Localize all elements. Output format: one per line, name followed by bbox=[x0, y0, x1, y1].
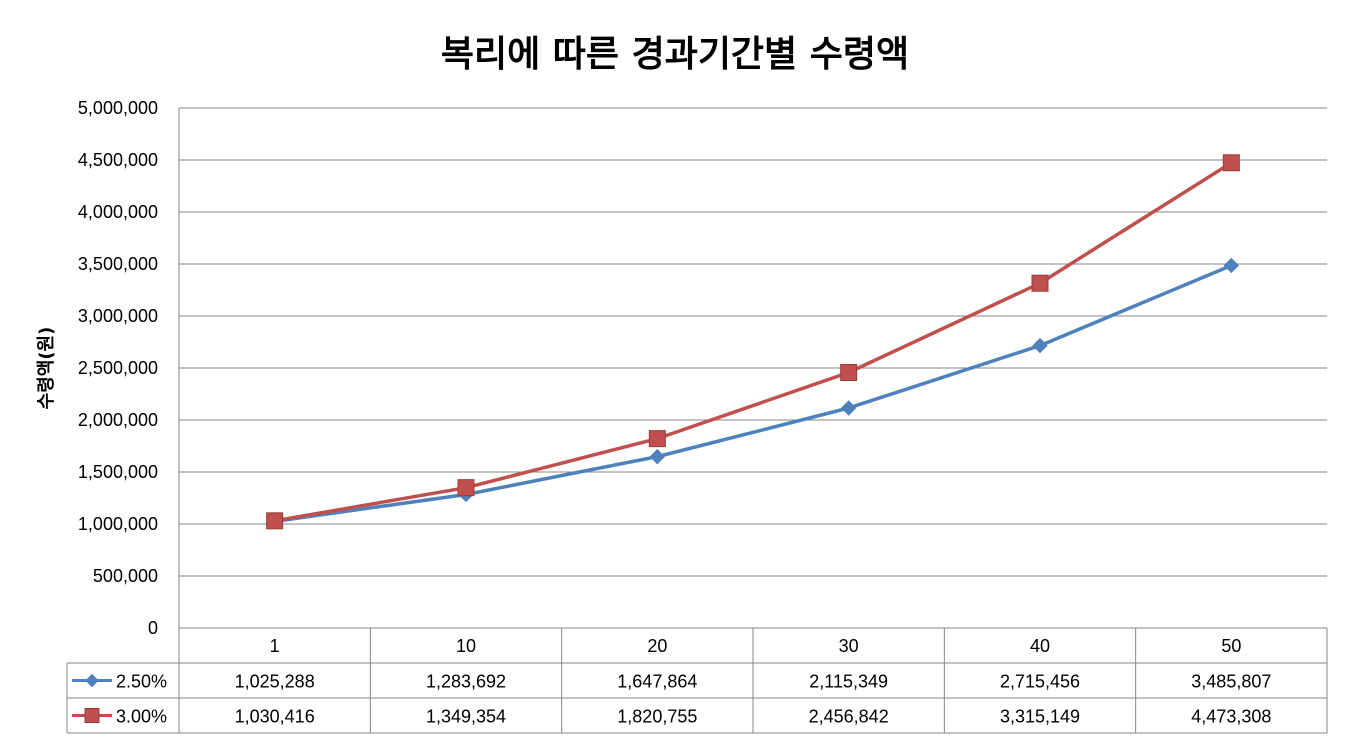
y-tick-label: 3,000,000 bbox=[78, 306, 158, 326]
data-point-square bbox=[840, 363, 858, 381]
series-line bbox=[274, 263, 1233, 524]
y-tick-label: 0 bbox=[148, 618, 158, 638]
data-point-diamond bbox=[1032, 337, 1048, 354]
data-table-cell: 1,025,288 bbox=[235, 672, 315, 692]
y-axis-label: 수령액(원) bbox=[36, 327, 57, 410]
x-category-label: 1 bbox=[270, 636, 280, 656]
legend-label: 3.00% bbox=[116, 707, 167, 727]
legend-label: 2.50% bbox=[116, 672, 167, 692]
gridlines bbox=[178, 107, 1327, 629]
data-table-cell: 2,456,842 bbox=[809, 707, 889, 727]
y-axis-ticks: 0 500,000 1,000,000 1,500,000 2,000,000 2,500… bbox=[78, 98, 158, 638]
data-point-square bbox=[1031, 274, 1049, 292]
x-category-label: 30 bbox=[839, 636, 859, 656]
series-lines bbox=[266, 154, 1240, 530]
y-tick-label: 1,500,000 bbox=[78, 462, 158, 482]
data-table-cell: 1,349,354 bbox=[426, 707, 506, 727]
chart-title: 복리에 따른 경과기간별 수령액 bbox=[441, 34, 909, 75]
data-point-diamond bbox=[840, 400, 857, 416]
y-tick-label: 5,000,000 bbox=[78, 98, 158, 118]
y-tick-label: 3,500,000 bbox=[78, 254, 158, 274]
data-point-square bbox=[84, 708, 100, 723]
y-tick-label: 4,500,000 bbox=[78, 150, 158, 170]
data-table-cell: 1,820,755 bbox=[617, 707, 697, 727]
data-point-square bbox=[648, 430, 666, 448]
data-point-diamond bbox=[1223, 257, 1240, 274]
x-category-label: 50 bbox=[1221, 636, 1241, 656]
x-category-label: 10 bbox=[456, 636, 476, 656]
data-point-square bbox=[457, 479, 475, 497]
x-category-label: 20 bbox=[647, 636, 667, 656]
data-point-diamond bbox=[649, 448, 666, 465]
data-table: 1 10 20 30 40 50 2.50% 1,025,288 1,283,692 1,647,… bbox=[66, 628, 1328, 734]
data-table-cell: 1,283,692 bbox=[426, 672, 506, 692]
data-table-cell: 2,115,349 bbox=[809, 672, 888, 692]
y-tick-label: 2,000,000 bbox=[78, 410, 158, 430]
y-tick-label: 1,000,000 bbox=[78, 514, 158, 534]
data-table-cell: 4,473,308 bbox=[1191, 707, 1271, 727]
data-table-cell: 1,030,416 bbox=[235, 707, 315, 727]
y-tick-label: 500,000 bbox=[93, 566, 158, 586]
series-line bbox=[274, 161, 1233, 523]
data-table-cell: 3,315,149 bbox=[1000, 707, 1080, 727]
y-tick-label: 2,500,000 bbox=[78, 358, 158, 378]
data-point-square bbox=[266, 512, 284, 530]
data-table-cell: 2,715,456 bbox=[1000, 672, 1080, 692]
data-point-square bbox=[1222, 154, 1240, 172]
data-point-diamond bbox=[85, 673, 99, 688]
data-table-cell: 1,647,864 bbox=[617, 672, 697, 692]
y-tick-label: 4,000,000 bbox=[78, 202, 158, 222]
data-table-cell: 3,485,807 bbox=[1191, 672, 1271, 692]
x-category-label: 40 bbox=[1030, 636, 1050, 656]
